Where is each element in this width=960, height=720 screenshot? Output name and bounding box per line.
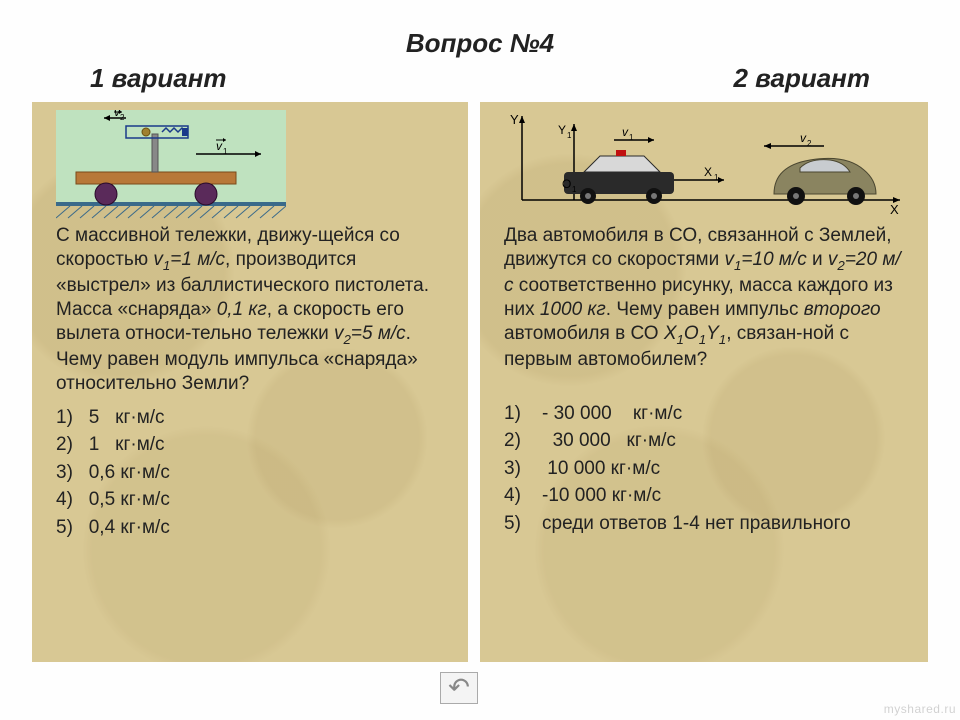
svg-text:1: 1 [629,133,634,142]
variant-2-panel: Y X Y1 O1 [480,102,928,662]
svg-text:Y: Y [510,112,519,127]
svg-text:X: X [890,202,899,217]
svg-text:Y: Y [558,123,566,137]
variant-1-options: 1) 5 кг·м/с 2) 1 кг·м/с 3) 0,6 кг·м/с 4)… [56,404,444,542]
watermark: myshared.ru [884,702,956,716]
svg-text:X: X [704,165,712,179]
variant-1-text: С массивной тележки, движу-щейся со скор… [56,224,444,396]
option: 1) 5 кг·м/с [56,404,444,432]
cart-diagram: v 2 v 1 [56,110,286,220]
option: 3) 0,6 кг·м/с [56,459,444,487]
svg-text:1: 1 [572,185,577,194]
variant-2-label: 2 вариант [733,63,870,94]
variant-2-options: 1) - 30 000 кг·м/с 2) 30 000 кг·м/с 3) 1… [504,400,904,538]
svg-text:O: O [562,177,571,191]
car-2-icon [774,158,876,205]
svg-text:2: 2 [807,139,812,148]
option: 4) 0,5 кг·м/с [56,486,444,514]
option: 5) 0,4 кг·м/с [56,514,444,542]
svg-text:1: 1 [223,147,228,156]
svg-text:v: v [622,125,629,139]
cars-diagram: Y X Y1 O1 [504,110,904,220]
svg-text:1: 1 [714,173,719,182]
variant-1-label: 1 вариант [90,63,227,94]
variant-1-panel: v 2 v 1 С массивной тележки, движу-щейся… [32,102,468,662]
svg-text:v: v [216,139,223,153]
option: 2) 30 000 кг·м/с [504,427,904,455]
option: 4) -10 000 кг·м/с [504,482,904,510]
svg-text:1: 1 [567,131,572,140]
svg-text:v: v [800,131,807,145]
variant-2-text: Два автомобиля в СО, связанной с Землей,… [504,224,904,372]
option: 5) среди ответов 1-4 нет правильного [504,510,904,538]
option: 1) - 30 000 кг·м/с [504,400,904,428]
car-1-icon [564,150,674,204]
question-title: Вопрос №4 [0,28,960,59]
svg-text:2: 2 [120,113,125,122]
option: 3) 10 000 кг·м/с [504,455,904,483]
back-button[interactable]: ↶ [440,672,478,704]
option: 2) 1 кг·м/с [56,431,444,459]
